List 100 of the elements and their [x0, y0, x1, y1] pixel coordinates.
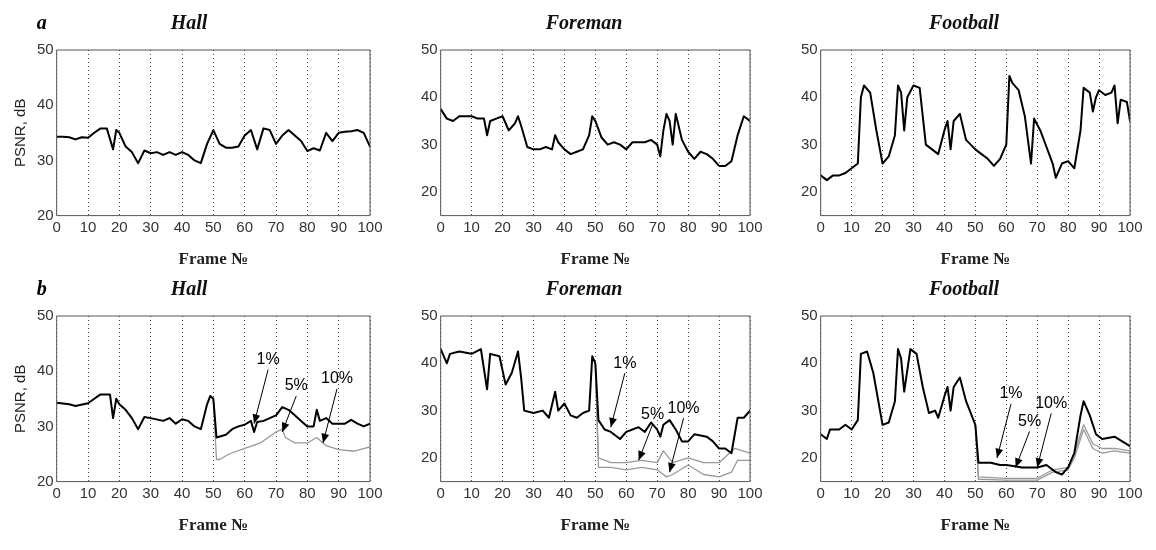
- chart-title: Football: [927, 277, 1000, 300]
- x-tick-label: 100: [1117, 217, 1143, 235]
- x-tick-label: 70: [1028, 217, 1046, 235]
- x-tick-label: 60: [997, 483, 1015, 501]
- y-tick-label: 40: [801, 87, 818, 105]
- x-tick-label: 60: [617, 217, 635, 235]
- y-tick-label: 30: [421, 400, 438, 418]
- x-tick-label: 70: [267, 217, 285, 235]
- y-tick-label: 20: [801, 182, 818, 200]
- x-tick-label: 50: [205, 483, 222, 501]
- x-tick-label: 100: [357, 217, 383, 235]
- chart-title: Hall: [169, 11, 208, 34]
- annotation: 5%: [284, 376, 308, 394]
- y-tick-label: 30: [37, 416, 54, 434]
- y-tick-label: 40: [801, 353, 818, 371]
- x-tick-label: 80: [298, 483, 316, 501]
- x-tick-label: 90: [710, 483, 728, 501]
- x-tick-label: 30: [905, 217, 922, 235]
- y-tick-label: 40: [421, 353, 438, 371]
- y-tick-label: 50: [421, 306, 438, 324]
- chart-title: Foreman: [544, 277, 623, 300]
- y-tick-label: 30: [37, 150, 54, 168]
- x-tick-label: 30: [905, 483, 922, 501]
- x-tick-label: 90: [1090, 217, 1108, 235]
- x-tick-label: 50: [587, 483, 604, 501]
- x-tick-label: 90: [330, 217, 348, 235]
- y-tick-label: 30: [421, 134, 438, 152]
- x-tick-label: 40: [556, 483, 573, 501]
- x-axis-title: Frame №: [178, 515, 249, 535]
- x-tick-label: 0: [436, 217, 445, 235]
- x-axis-title: Frame №: [178, 249, 249, 269]
- annotation: 10%: [1035, 393, 1068, 411]
- text: b: [36, 277, 47, 300]
- x-tick-label: 10: [463, 483, 480, 501]
- x-tick-label: 50: [967, 483, 984, 501]
- x-tick-label: 70: [648, 483, 666, 501]
- x-tick-label: 70: [648, 217, 666, 235]
- x-tick-label: 30: [525, 483, 542, 501]
- y-axis-title: PSNR, dB: [11, 364, 29, 433]
- x-tick-label: 100: [737, 483, 763, 501]
- y-tick-label: 50: [37, 306, 54, 324]
- x-tick-label: 60: [617, 483, 635, 501]
- chart-title: Foreman: [544, 11, 623, 34]
- y-tick-label: 20: [37, 471, 54, 489]
- x-tick-label: 80: [679, 217, 697, 235]
- x-tick-label: 60: [236, 217, 254, 235]
- x-tick-label: 100: [357, 483, 383, 501]
- y-tick-label: 40: [37, 361, 54, 379]
- x-tick-label: 100: [737, 217, 763, 235]
- x-tick-label: 0: [52, 483, 61, 501]
- x-tick-label: 20: [874, 483, 891, 501]
- annotation: 5%: [1017, 411, 1042, 429]
- x-tick-label: 0: [436, 483, 445, 501]
- x-axis-title: Frame №: [560, 249, 631, 269]
- x-tick-label: 90: [330, 483, 348, 501]
- x-tick-label: 10: [843, 217, 860, 235]
- x-tick-label: 60: [997, 217, 1015, 235]
- y-tick-label: 30: [801, 400, 818, 418]
- y-tick-label: 50: [801, 40, 818, 58]
- x-tick-label: 0: [816, 217, 825, 235]
- y-tick-label: 20: [421, 182, 438, 200]
- x-axis-title: Frame №: [940, 515, 1011, 535]
- x-tick-label: 40: [556, 217, 573, 235]
- annotation: 5%: [641, 404, 665, 422]
- x-tick-label: 50: [587, 217, 604, 235]
- x-tick-label: 20: [111, 217, 128, 235]
- text: a: [36, 11, 47, 34]
- x-tick-label: 20: [494, 217, 511, 235]
- x-tick-label: 40: [173, 483, 191, 501]
- chart-title: Hall: [169, 277, 208, 300]
- y-tick-label: 20: [37, 205, 54, 223]
- y-tick-label: 40: [421, 87, 438, 105]
- x-tick-label: 60: [236, 483, 254, 501]
- x-tick-label: 80: [298, 217, 316, 235]
- x-tick-label: 70: [1028, 483, 1046, 501]
- x-tick-label: 20: [874, 217, 891, 235]
- x-tick-label: 50: [205, 217, 222, 235]
- annotation: 10%: [320, 369, 354, 387]
- y-tick-label: 50: [801, 306, 818, 324]
- annotation: 10%: [667, 398, 700, 416]
- x-tick-label: 10: [843, 483, 860, 501]
- y-tick-label: 20: [801, 448, 818, 466]
- y-tick-label: 50: [421, 40, 438, 58]
- y-tick-label: 40: [37, 95, 54, 113]
- x-tick-label: 50: [967, 217, 984, 235]
- x-tick-label: 20: [111, 483, 128, 501]
- x-tick-label: 10: [463, 217, 480, 235]
- x-tick-label: 30: [142, 217, 160, 235]
- annotation: 1%: [256, 350, 280, 368]
- x-tick-label: 30: [142, 483, 160, 501]
- y-tick-label: 30: [801, 134, 818, 152]
- x-tick-label: 40: [173, 217, 191, 235]
- x-tick-label: 40: [936, 217, 953, 235]
- x-tick-label: 40: [936, 483, 953, 501]
- x-tick-label: 80: [679, 483, 697, 501]
- x-tick-label: 90: [710, 217, 728, 235]
- chart-title: Football: [927, 11, 1000, 34]
- x-tick-label: 80: [1059, 483, 1077, 501]
- x-tick-label: 0: [816, 483, 825, 501]
- x-tick-label: 80: [1059, 217, 1077, 235]
